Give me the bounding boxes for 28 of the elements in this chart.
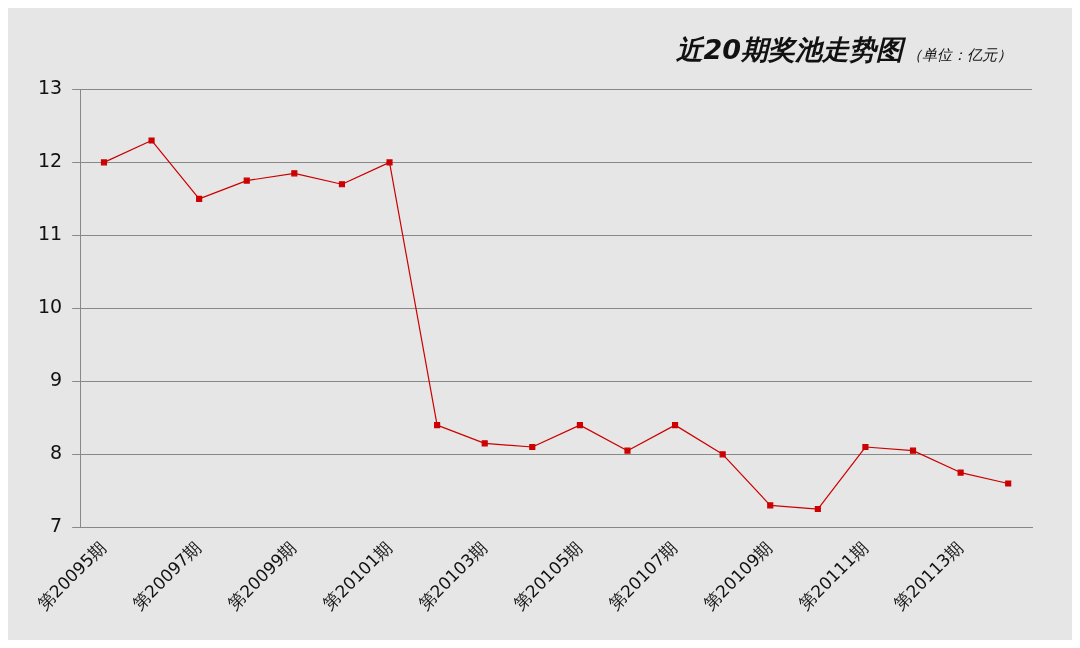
point — [719, 451, 726, 458]
point — [196, 195, 203, 202]
y-tick-label: 11 — [37, 222, 63, 245]
point — [909, 447, 917, 454]
point — [338, 181, 345, 188]
y-tick-label: 12 — [37, 149, 63, 172]
point — [624, 447, 631, 454]
y-tick-label: 8 — [50, 441, 63, 464]
chart-subtitle: （单位：亿元） — [907, 46, 1012, 65]
point — [957, 469, 964, 476]
point — [529, 443, 536, 451]
point — [481, 440, 488, 447]
point — [814, 505, 821, 513]
y-tick-label: 9 — [50, 368, 63, 391]
point — [291, 170, 298, 177]
y-tick-label: 13 — [37, 76, 63, 99]
y-tick-label: 10 — [37, 295, 63, 318]
point — [148, 137, 155, 144]
point — [862, 443, 869, 451]
point — [767, 502, 774, 509]
point — [1005, 480, 1012, 487]
point — [243, 177, 250, 184]
point — [671, 422, 679, 429]
point — [386, 159, 393, 166]
point — [100, 159, 108, 166]
point — [576, 422, 583, 429]
point — [434, 422, 441, 429]
y-tick-label: 7 — [50, 514, 63, 537]
